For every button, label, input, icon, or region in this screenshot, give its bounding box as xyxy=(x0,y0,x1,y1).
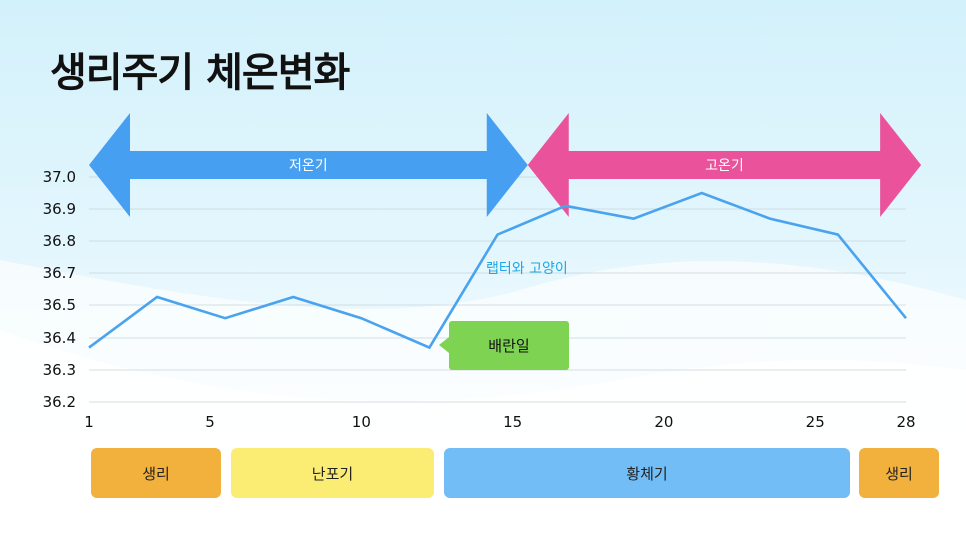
phase-label: 생리 xyxy=(142,464,170,483)
high-temp-arrow xyxy=(527,113,922,217)
high-temp-arrow-label: 고온기 xyxy=(705,158,744,174)
phase-label: 생리 xyxy=(885,464,913,483)
x-tick-label: 20 xyxy=(654,413,673,431)
low-temp-arrow-label: 저온기 xyxy=(289,158,328,174)
y-tick-label: 36.8 xyxy=(43,232,76,250)
annotation-label: 랩터와 고양이 xyxy=(486,261,568,277)
phase-arrows: 저온기 고온기 xyxy=(89,113,922,217)
ovulation-callout: 배란일 xyxy=(439,321,569,370)
x-tick-label: 28 xyxy=(896,413,915,431)
phase-label: 난포기 xyxy=(311,464,354,483)
y-tick-label: 37.0 xyxy=(43,168,76,186)
x-tick-label: 5 xyxy=(205,413,215,431)
phase-label: 황체기 xyxy=(626,464,668,483)
phase-menstruation-end: 생리 xyxy=(859,448,939,498)
y-axis-ticks: 36.2 36.3 36.4 36.5 36.7 36.8 36.9 37.0 xyxy=(43,168,76,411)
phase-luteal: 황체기 xyxy=(444,448,850,498)
phase-follicular: 난포기 xyxy=(231,448,434,498)
x-axis-ticks: 1 5 10 15 20 25 28 xyxy=(84,413,915,431)
y-tick-label: 36.9 xyxy=(43,200,76,218)
x-tick-label: 15 xyxy=(503,413,522,431)
y-tick-label: 36.3 xyxy=(43,361,76,379)
temperature-series xyxy=(88,191,908,350)
y-tick-label: 36.4 xyxy=(43,329,76,347)
ovulation-label: 배란일 xyxy=(488,337,530,355)
x-tick-label: 10 xyxy=(352,413,371,431)
x-tick-label: 25 xyxy=(806,413,825,431)
x-tick-label: 1 xyxy=(84,413,94,431)
y-tick-label: 36.5 xyxy=(43,296,76,314)
low-temp-arrow xyxy=(89,113,528,217)
phase-menstruation-start: 생리 xyxy=(91,448,221,498)
y-tick-label: 36.2 xyxy=(43,393,76,411)
page-title: 생리주기 체온변화 xyxy=(50,50,350,96)
y-tick-label: 36.7 xyxy=(43,264,76,282)
